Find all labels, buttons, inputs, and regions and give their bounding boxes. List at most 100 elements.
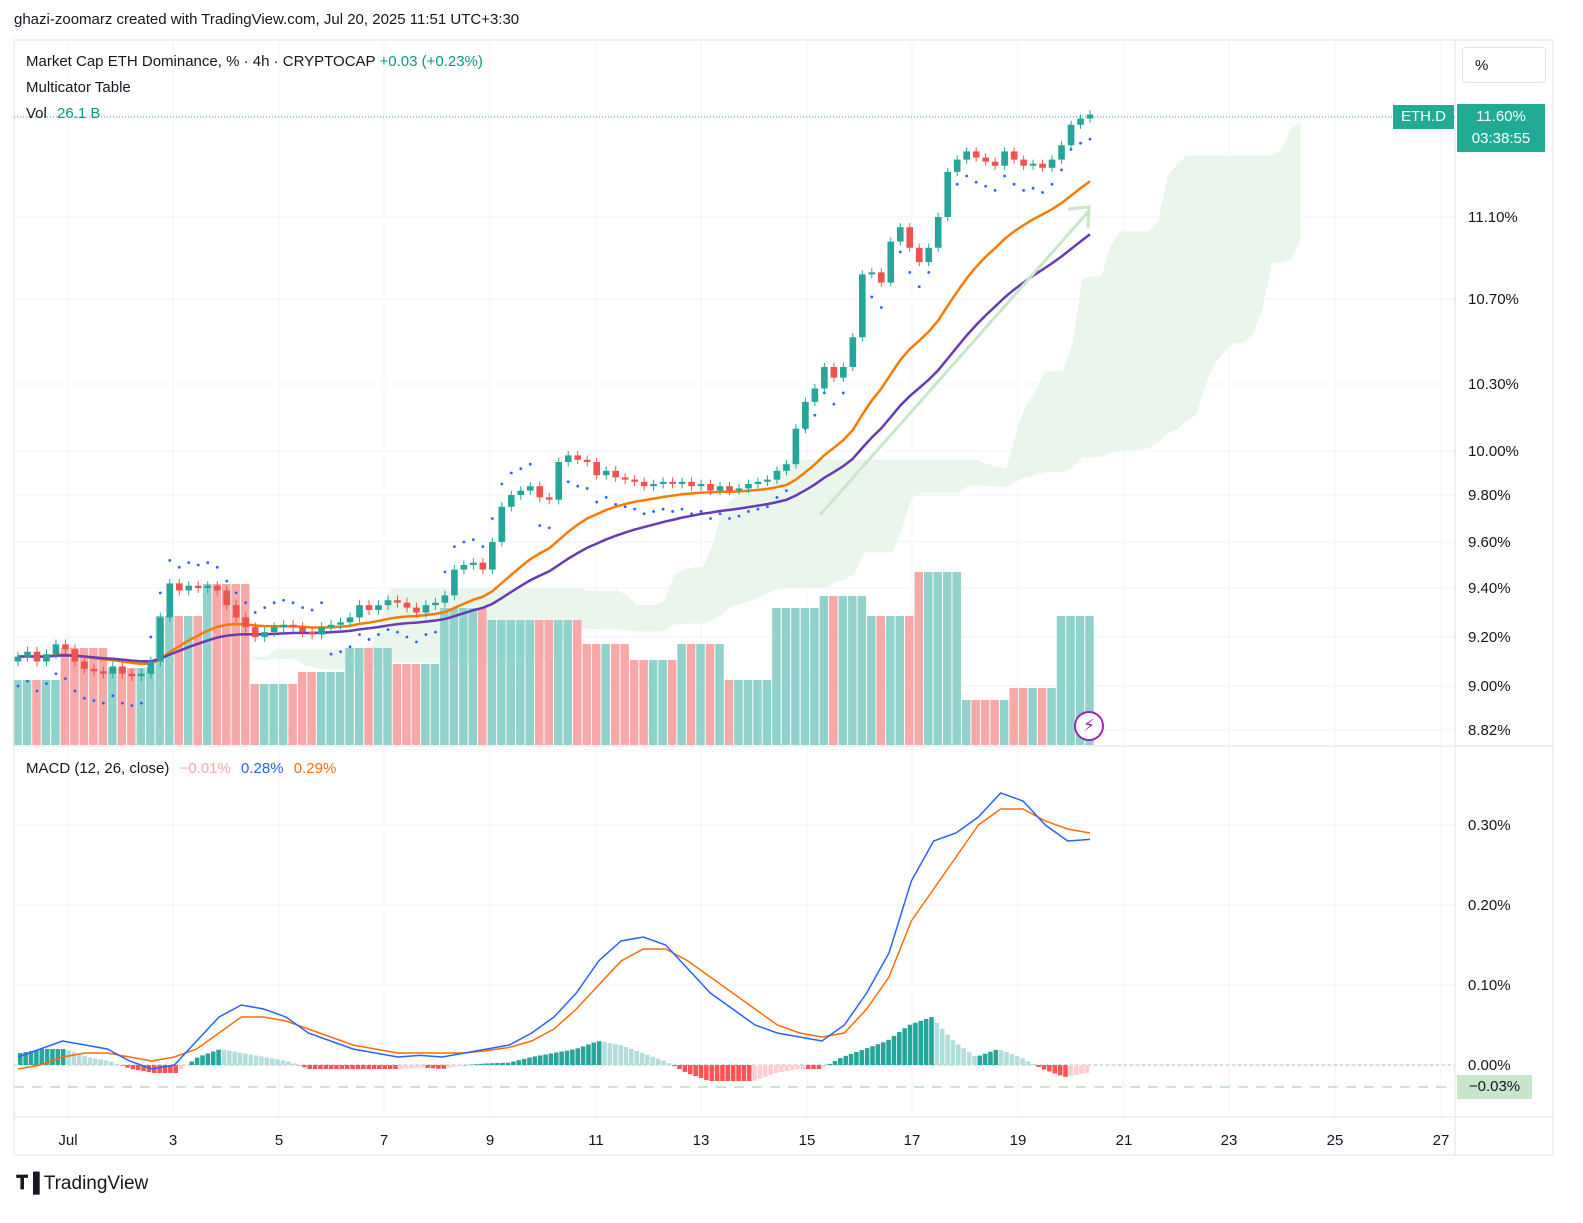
macd-hist-bar — [1036, 1065, 1041, 1067]
time-tick-label: 15 — [799, 1132, 816, 1149]
candle-body — [735, 488, 743, 491]
sar-dot — [841, 391, 845, 395]
candle-body — [972, 151, 980, 158]
candle-body — [194, 585, 202, 588]
sar-dot — [1031, 186, 1035, 190]
symbol-legend[interactable]: Market Cap ETH Dominance, % · 4h · CRYPT… — [26, 53, 483, 70]
macd-hist-bar — [629, 1048, 634, 1065]
macd-hist-bar — [243, 1053, 248, 1065]
candle-body — [536, 486, 544, 498]
sar-dot — [775, 495, 779, 499]
volume-bar — [762, 680, 772, 745]
time-tick-label: 23 — [1221, 1132, 1238, 1149]
volume-bar — [610, 644, 620, 745]
sar-dot — [253, 611, 257, 614]
macd-hist-bar — [344, 1065, 350, 1069]
percent-scale-button[interactable]: % — [1462, 47, 1546, 83]
volume-bar — [32, 680, 41, 745]
candle-body — [934, 217, 942, 248]
sar-dot — [64, 677, 67, 681]
candle-body — [1048, 159, 1056, 168]
macd-hist-bar — [591, 1042, 597, 1065]
candle-body — [270, 627, 278, 633]
time-tick-label: 19 — [1010, 1132, 1027, 1149]
sar-dot — [272, 601, 276, 605]
macd-hist-bar — [103, 1060, 109, 1065]
macd-hist-bar — [907, 1024, 913, 1065]
macd-hist-bar — [511, 1061, 516, 1065]
macd-hist-bar — [387, 1065, 393, 1069]
sar-dot — [462, 540, 466, 544]
time-tick-label: 25 — [1327, 1132, 1344, 1149]
volume-bar — [629, 660, 639, 745]
macd-hist-bar — [575, 1048, 580, 1065]
candle-body — [944, 171, 952, 217]
macd-hist-bar — [125, 1065, 130, 1068]
macd-hist-bar — [548, 1053, 554, 1065]
volume-bar — [905, 616, 914, 745]
indicator-name[interactable]: Multicator Table — [26, 79, 131, 96]
last-price-label: 11.60% 03:38:55 — [1457, 104, 1545, 152]
sar-dot — [358, 633, 361, 636]
lightning-icon[interactable]: ⚡ — [1074, 711, 1104, 741]
macd-hist-bar — [1025, 1061, 1031, 1065]
macd-hist-bar — [1014, 1055, 1020, 1065]
volume-bar — [525, 620, 535, 745]
sar-dot — [993, 188, 997, 192]
sar-dot — [500, 482, 504, 486]
macd-hist-bar — [805, 1065, 811, 1069]
macd-hist-bar — [602, 1042, 607, 1065]
macd-hist-bar — [816, 1065, 822, 1069]
volume-bar — [487, 620, 497, 745]
macd-hist-bar — [1031, 1064, 1036, 1065]
sar-dot — [747, 510, 750, 513]
sar-dot — [443, 570, 447, 574]
volume-bar — [269, 684, 278, 745]
macd-hist-bar — [1009, 1053, 1015, 1065]
macd-hist-bar — [39, 1049, 44, 1065]
candle-body — [242, 617, 250, 628]
volume-bar — [478, 608, 487, 745]
candle-body — [564, 455, 572, 462]
macd-hist-bar — [752, 1065, 757, 1081]
candle-body — [583, 459, 591, 462]
volume-legend[interactable]: Vol 26.1 B — [26, 105, 100, 122]
macd-hist-bar — [634, 1050, 639, 1065]
candle-body — [574, 455, 582, 460]
sar-dot — [1060, 168, 1063, 172]
candle-body — [669, 481, 676, 484]
candle-body — [982, 157, 989, 162]
sar-dot — [614, 503, 618, 506]
macd-hist-bar — [596, 1041, 602, 1065]
volume-bar — [848, 596, 857, 745]
tradingview-logo[interactable]: 𝐓▐ TradingView — [16, 1173, 148, 1195]
sar-dot — [813, 413, 817, 417]
volume-bar — [895, 616, 905, 745]
sar-dot — [984, 184, 988, 188]
macd-hist-bar — [618, 1045, 623, 1065]
volume-bar — [259, 684, 269, 745]
volume-bar — [601, 644, 610, 745]
volume-bar — [658, 660, 667, 745]
sar-dot — [870, 295, 874, 299]
macd-signal-value: 0.29% — [293, 760, 337, 777]
macd-legend[interactable]: MACD (12, 26, close) −0.01% 0.28% 0.29% — [26, 760, 336, 777]
candle-body — [659, 481, 667, 484]
macd-line — [17, 792, 1091, 1070]
macd-hist-bar — [377, 1065, 382, 1069]
volume-bar — [914, 572, 923, 745]
macd-hist-bar — [532, 1056, 538, 1065]
macd-hist-bar — [253, 1055, 259, 1065]
macd-hist-bar — [173, 1065, 178, 1073]
volume-bar — [999, 700, 1009, 745]
candle-body — [43, 654, 50, 662]
volume-bar — [383, 648, 392, 745]
volume-bar — [772, 608, 781, 745]
macd-hist-bar — [688, 1065, 693, 1075]
candle-body — [52, 644, 60, 655]
macd-hist-bar — [570, 1049, 575, 1065]
macd-hist-bar — [902, 1028, 907, 1065]
candle-body — [896, 227, 904, 242]
volume-bar — [648, 660, 658, 745]
